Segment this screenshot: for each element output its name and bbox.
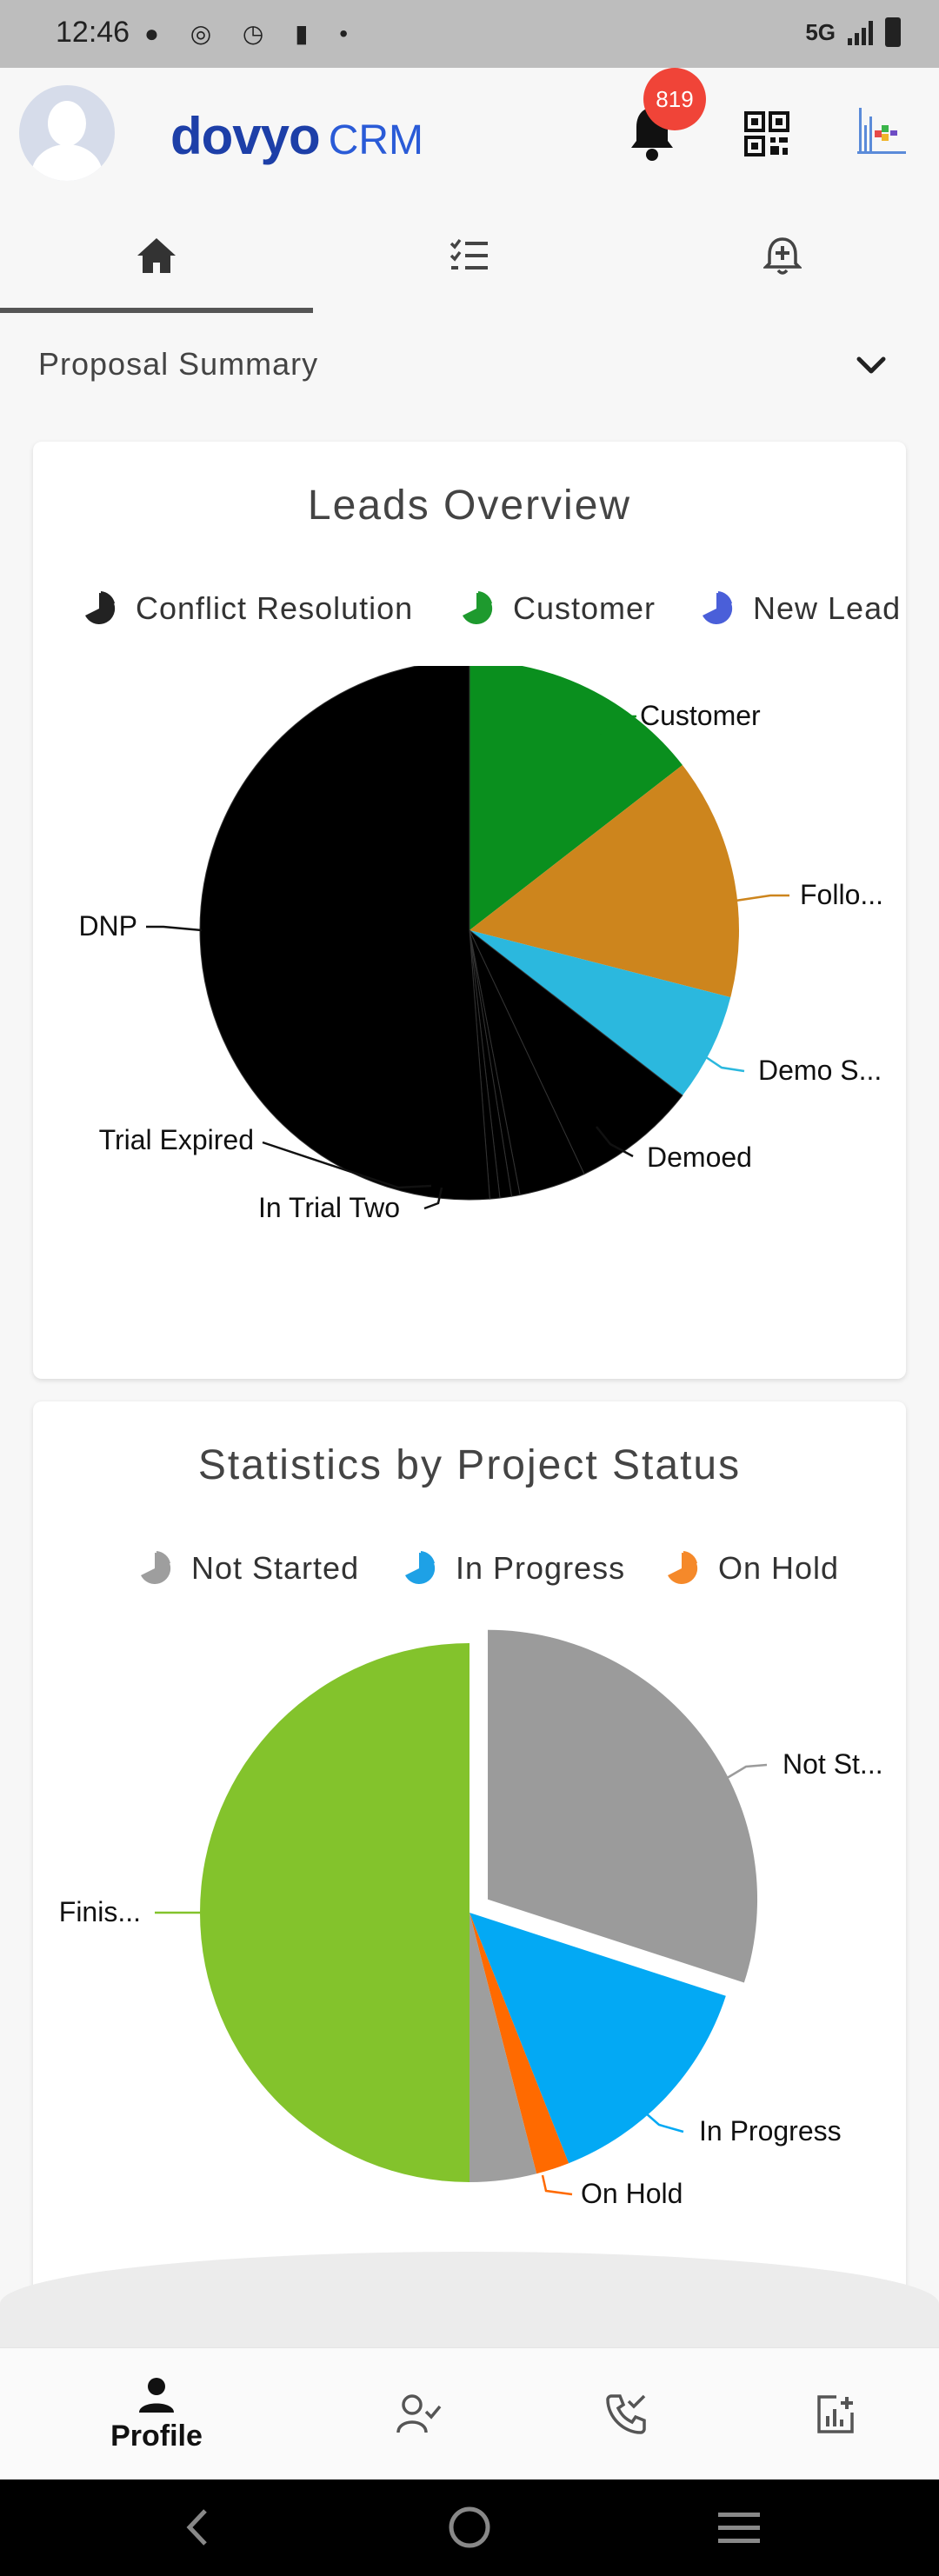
tab-checklist[interactable] xyxy=(313,198,626,313)
analytics-logo-icon[interactable] xyxy=(856,99,908,160)
tab-reminders[interactable] xyxy=(626,198,939,313)
slice-label: Customer xyxy=(640,700,761,731)
nav-contacts[interactable] xyxy=(315,2348,523,2480)
pie-slice[interactable] xyxy=(470,930,731,1096)
nav-profile-label: Profile xyxy=(110,2419,203,2453)
app-bar: dovyo CRM 819 xyxy=(0,68,939,198)
pie-chart-icon xyxy=(703,591,733,624)
pie-slice[interactable] xyxy=(199,666,490,1201)
top-tabs xyxy=(0,198,939,313)
nav-profile[interactable]: Profile xyxy=(52,2348,261,2480)
legend-item[interactable]: Not Started xyxy=(137,1542,359,1594)
checklist-icon xyxy=(450,238,488,270)
decorative-curve xyxy=(0,2252,939,2347)
status-legend: Not Started In Progress On Hold xyxy=(33,1542,906,1594)
leader-line xyxy=(719,1763,768,1784)
slice-label: Follo... xyxy=(800,879,883,910)
legend-label: Conflict Resolution xyxy=(136,590,414,626)
legend-label: On Hold xyxy=(718,1550,840,1586)
slice-label: DNP xyxy=(78,910,137,942)
status-bar: 12:46 ● ◎ ◷ ▮ • 5G xyxy=(0,0,939,68)
leads-pie-chart: Customer Follo... Demo S... Demoed In Trial … xyxy=(78,666,883,1223)
project-status-card: Statistics by Project Status Not Started… xyxy=(33,1401,906,2337)
slice-label: Not St... xyxy=(782,1748,883,1780)
slice-label: On Hold xyxy=(581,2178,683,2209)
pie-slice[interactable] xyxy=(470,1913,726,2164)
leader-line xyxy=(146,925,203,932)
leader-line xyxy=(541,2174,573,2196)
leads-overview-card: Leads Overview Conflict Resolution Custo… xyxy=(33,442,906,1379)
nav-calls[interactable] xyxy=(522,2348,730,2480)
notification-badge: 819 xyxy=(643,68,706,130)
signal-icon xyxy=(848,19,873,45)
network-label: 5G xyxy=(805,18,836,45)
slice-label: In Progress xyxy=(699,2115,842,2147)
leader-line xyxy=(735,894,789,902)
slice-label: Demoed xyxy=(647,1142,752,1173)
pie-chart-icon xyxy=(405,1551,436,1584)
legend-item[interactable]: Conflict Resolution xyxy=(82,582,413,635)
leads-overview-title: Leads Overview xyxy=(307,483,632,529)
legend-item[interactable]: Customer xyxy=(459,582,656,635)
pie-slice[interactable] xyxy=(469,929,683,1175)
legend-item[interactable]: On Hold xyxy=(664,1542,839,1594)
pie-chart-icon xyxy=(141,1551,171,1584)
chevron-down-icon[interactable] xyxy=(854,348,889,383)
person-icon xyxy=(139,2377,174,2413)
pie-slice[interactable] xyxy=(200,1643,470,2182)
slice-label: In Trial Two xyxy=(258,1192,400,1223)
pie-chart-icon xyxy=(463,591,493,624)
proposal-summary-row[interactable]: Proposal Summary xyxy=(0,322,939,405)
slice-label: Finis... xyxy=(59,1896,141,1927)
person-check-icon xyxy=(396,2394,442,2433)
legend-item[interactable]: New Lead xyxy=(699,582,901,635)
qr-code-icon[interactable] xyxy=(744,111,789,156)
legend-label: New Lead xyxy=(753,590,902,626)
home-circle-icon[interactable] xyxy=(447,2505,492,2550)
pie-slice[interactable] xyxy=(470,1913,537,2182)
pie-slice[interactable] xyxy=(470,666,683,930)
slice-label: Demo S... xyxy=(758,1055,882,1086)
back-icon[interactable] xyxy=(181,2506,216,2549)
leader-line xyxy=(262,1141,432,1189)
tab-indicator xyxy=(0,308,313,313)
status-notification-icons: ● ◎ ◷ ▮ • xyxy=(144,20,361,47)
proposal-summary-label: Proposal Summary xyxy=(38,346,319,382)
status-pie-chart: Not St... In Progress On Hold Finis... xyxy=(59,1629,883,2209)
leader-line xyxy=(644,2112,684,2133)
logo-sub: CRM xyxy=(328,117,424,163)
pie-slice[interactable] xyxy=(470,764,740,998)
pie-slice[interactable] xyxy=(488,1629,758,1983)
phone-check-icon xyxy=(606,2394,646,2434)
pie-chart-icon xyxy=(85,591,116,624)
bottom-navigation: Profile xyxy=(0,2347,939,2479)
legend-label: Not Started xyxy=(191,1550,360,1586)
pie-chart-icon xyxy=(668,1551,698,1584)
bell-add-icon xyxy=(763,237,802,275)
home-icon xyxy=(137,238,176,273)
app-logo: dovyo CRM xyxy=(170,106,423,166)
slice-label: Trial Expired xyxy=(99,1124,254,1155)
legend-label: In Progress xyxy=(456,1550,626,1586)
pie-slice[interactable] xyxy=(470,1913,569,2174)
system-navigation-bar xyxy=(0,2479,939,2576)
legend-label: Customer xyxy=(513,590,656,626)
leader-line xyxy=(599,715,636,736)
status-right-icons: 5G xyxy=(805,17,901,47)
status-time: 12:46 xyxy=(56,16,130,49)
leads-legend: Conflict Resolution Customer New Lead xyxy=(33,582,906,635)
battery-icon xyxy=(885,17,901,47)
recents-icon[interactable] xyxy=(716,2511,762,2546)
project-status-title: Statistics by Project Status xyxy=(197,1442,742,1488)
legend-item[interactable]: In Progress xyxy=(402,1542,625,1594)
report-add-icon xyxy=(817,2395,854,2433)
logo-main: dovyo xyxy=(170,107,321,165)
tab-home[interactable] xyxy=(0,198,313,313)
avatar[interactable] xyxy=(19,85,115,181)
nav-reports[interactable] xyxy=(730,2348,939,2480)
leader-line xyxy=(423,1187,443,1210)
leader-line xyxy=(700,1052,745,1073)
leader-line xyxy=(596,1126,634,1158)
